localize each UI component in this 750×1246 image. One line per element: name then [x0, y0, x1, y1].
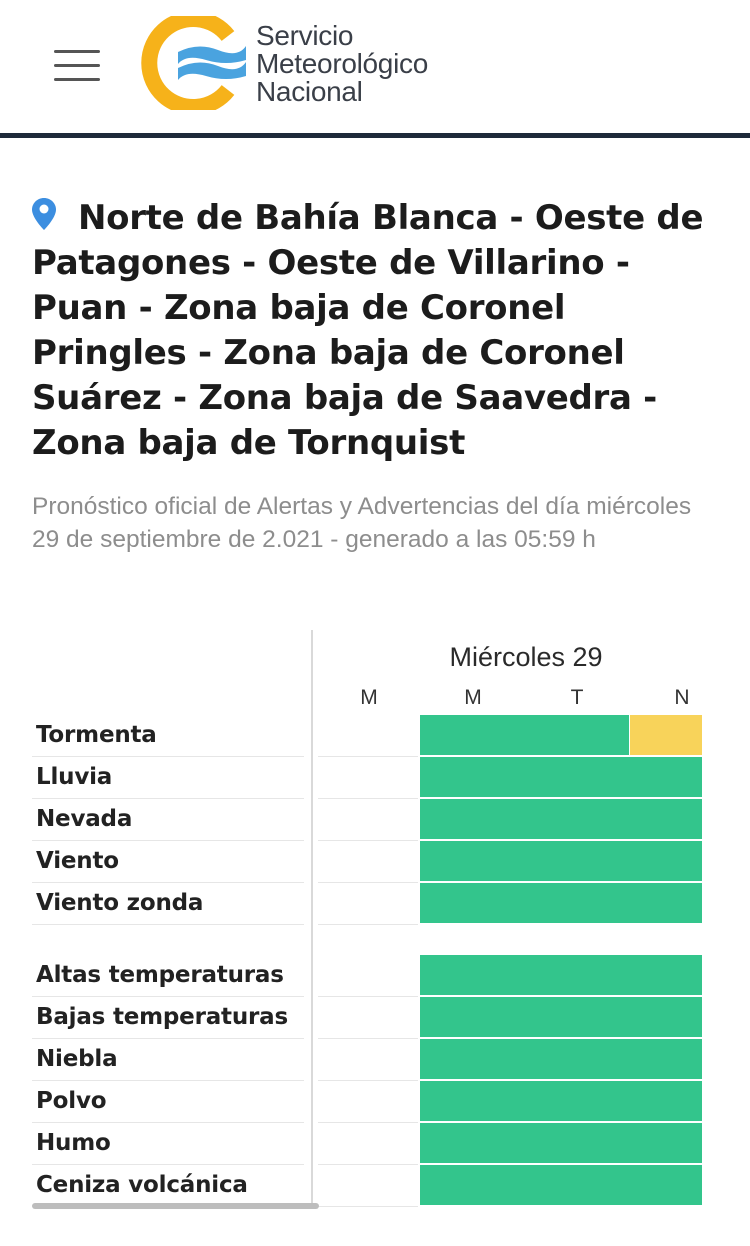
alerts-table: Miércoles 29 M M T N Tormenta Lluvia Nev… — [0, 630, 750, 1230]
row-separator — [32, 924, 304, 925]
hamburger-menu-icon[interactable] — [54, 50, 100, 82]
row-separator — [32, 1080, 304, 1081]
row-separator — [32, 996, 304, 997]
alert-cell-viento[interactable] — [420, 841, 702, 881]
period-morning: M — [464, 686, 482, 709]
header-divider — [0, 133, 750, 138]
smn-logo-icon[interactable] — [140, 16, 248, 110]
row-label-lluvia: Lluvia — [36, 764, 113, 790]
alert-cell-tormenta-night-yellow[interactable] — [630, 715, 702, 755]
row-label-altas-temperaturas: Altas temperaturas — [36, 962, 284, 988]
period-early-morning: M — [360, 686, 378, 709]
row-label-ceniza-volcanica: Ceniza volcánica — [36, 1172, 248, 1198]
alert-cell-bajas-temperaturas[interactable] — [420, 997, 702, 1037]
row-separator — [32, 756, 304, 757]
logo-text[interactable]: Servicio Meteorológico Nacional — [256, 22, 428, 106]
column-divider — [311, 630, 313, 1208]
period-night: N — [674, 686, 690, 709]
alert-cell-polvo[interactable] — [420, 1081, 702, 1121]
location-block: Norte de Bahía Blanca - Oeste de Patagon… — [32, 196, 722, 466]
row-separator — [318, 882, 418, 883]
row-separator — [318, 1122, 418, 1123]
alert-cell-altas-temperaturas[interactable] — [420, 955, 702, 995]
row-separator — [32, 1122, 304, 1123]
row-label-viento: Viento — [36, 848, 119, 874]
location-title: Norte de Bahía Blanca - Oeste de Patagon… — [32, 198, 704, 463]
alert-cell-tormenta-green[interactable] — [420, 715, 629, 755]
row-separator — [318, 1206, 418, 1207]
alert-cell-humo[interactable] — [420, 1123, 702, 1163]
day-header: Miércoles 29 — [449, 642, 603, 672]
period-afternoon: T — [570, 686, 584, 709]
app-header: Servicio Meteorológico Nacional — [0, 0, 750, 140]
row-separator — [318, 798, 418, 799]
logo-line-3: Nacional — [256, 76, 363, 107]
row-separator — [318, 996, 418, 997]
row-separator — [32, 798, 304, 799]
row-separator — [32, 840, 304, 841]
alert-cell-ceniza-volcanica[interactable] — [420, 1165, 702, 1205]
row-separator — [318, 1080, 418, 1081]
row-separator — [318, 1164, 418, 1165]
alert-cell-nevada[interactable] — [420, 799, 702, 839]
logo-line-1: Servicio — [256, 20, 354, 51]
row-separator — [318, 840, 418, 841]
alert-cell-viento-zonda[interactable] — [420, 883, 702, 923]
row-separator — [318, 756, 418, 757]
row-label-bajas-temperaturas: Bajas temperaturas — [36, 1004, 288, 1030]
row-label-nevada: Nevada — [36, 806, 133, 832]
row-label-niebla: Niebla — [36, 1046, 118, 1072]
row-separator — [318, 1038, 418, 1039]
period-headers: M M T N — [0, 686, 750, 712]
row-label-viento-zonda: Viento zonda — [36, 890, 204, 916]
alert-cell-lluvia[interactable] — [420, 757, 702, 797]
row-label-polvo: Polvo — [36, 1088, 107, 1114]
row-separator — [32, 1038, 304, 1039]
horizontal-scrollbar[interactable] — [32, 1203, 319, 1209]
location-pin-icon — [32, 198, 56, 230]
row-label-humo: Humo — [36, 1130, 111, 1156]
row-separator — [32, 1164, 304, 1165]
alert-cell-niebla[interactable] — [420, 1039, 702, 1079]
row-label-tormenta: Tormenta — [36, 722, 157, 748]
row-separator — [318, 924, 418, 925]
forecast-subtitle: Pronóstico oficial de Alertas y Adverten… — [32, 493, 692, 553]
logo-line-2: Meteorológico — [256, 48, 428, 79]
row-separator — [32, 882, 304, 883]
